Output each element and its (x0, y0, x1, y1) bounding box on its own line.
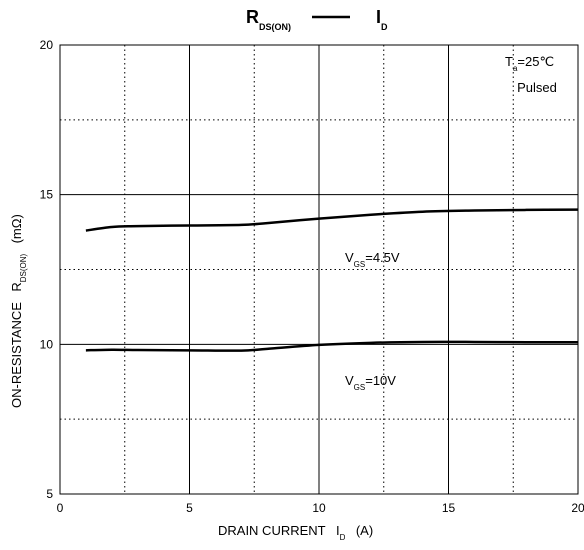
series-label-part: GS (354, 383, 366, 392)
chart-title: RDS(ON) (246, 7, 291, 32)
curve (85, 208, 579, 232)
y-tick-label: 10 (40, 337, 54, 351)
x-tick-label: 15 (442, 501, 456, 515)
y-axis-label-part: ON-RESISTANCE (9, 302, 24, 408)
x-axis-label-part: DRAIN CURRENT (218, 523, 326, 538)
series-label-part: =10V (365, 373, 396, 388)
series-label-part: V (345, 373, 354, 388)
y-axis-label: ON-RESISTANCE RDS(ON) (mΩ) (9, 214, 28, 408)
series-label: VGS=10V (345, 373, 396, 392)
x-axis-label-part: I (336, 523, 340, 538)
chart-title-part: I (376, 7, 381, 27)
y-axis-label-part: DS(ON) (19, 253, 28, 282)
annotation-part: =25℃ (517, 54, 554, 69)
series-label-part: GS (354, 260, 366, 269)
chart-title-part: DS(ON) (259, 22, 291, 32)
annotation-part: a (513, 64, 518, 73)
chart-title-part: D (381, 22, 388, 32)
annotation: Pulsed (517, 80, 557, 95)
chart-title-part: R (246, 7, 259, 27)
x-tick-label: 20 (571, 501, 584, 515)
x-axis-label-part: (A) (356, 523, 373, 538)
x-tick-label: 0 (57, 501, 64, 515)
y-tick-label: 20 (40, 38, 54, 52)
annotation: Ta=25℃ (505, 54, 554, 73)
chart-title: ID (376, 7, 388, 32)
curve (85, 340, 579, 352)
series-label: VGS=4.5V (345, 250, 400, 269)
y-axis-label-part: (mΩ) (9, 214, 24, 243)
x-tick-label: 5 (186, 501, 193, 515)
y-tick-label: 5 (46, 487, 53, 501)
y-axis-label-part: R (9, 282, 24, 291)
plot-frame (59, 44, 579, 495)
y-tick-label: 15 (40, 188, 54, 202)
series-label-part: V (345, 250, 354, 265)
annotation-part: Pulsed (517, 80, 557, 95)
x-axis-label: DRAIN CURRENT ID (A) (218, 523, 373, 542)
x-tick-label: 10 (312, 501, 326, 515)
x-axis-label-part: D (340, 533, 346, 542)
series-label-part: =4.5V (365, 250, 400, 265)
annotation-part: T (505, 54, 513, 69)
